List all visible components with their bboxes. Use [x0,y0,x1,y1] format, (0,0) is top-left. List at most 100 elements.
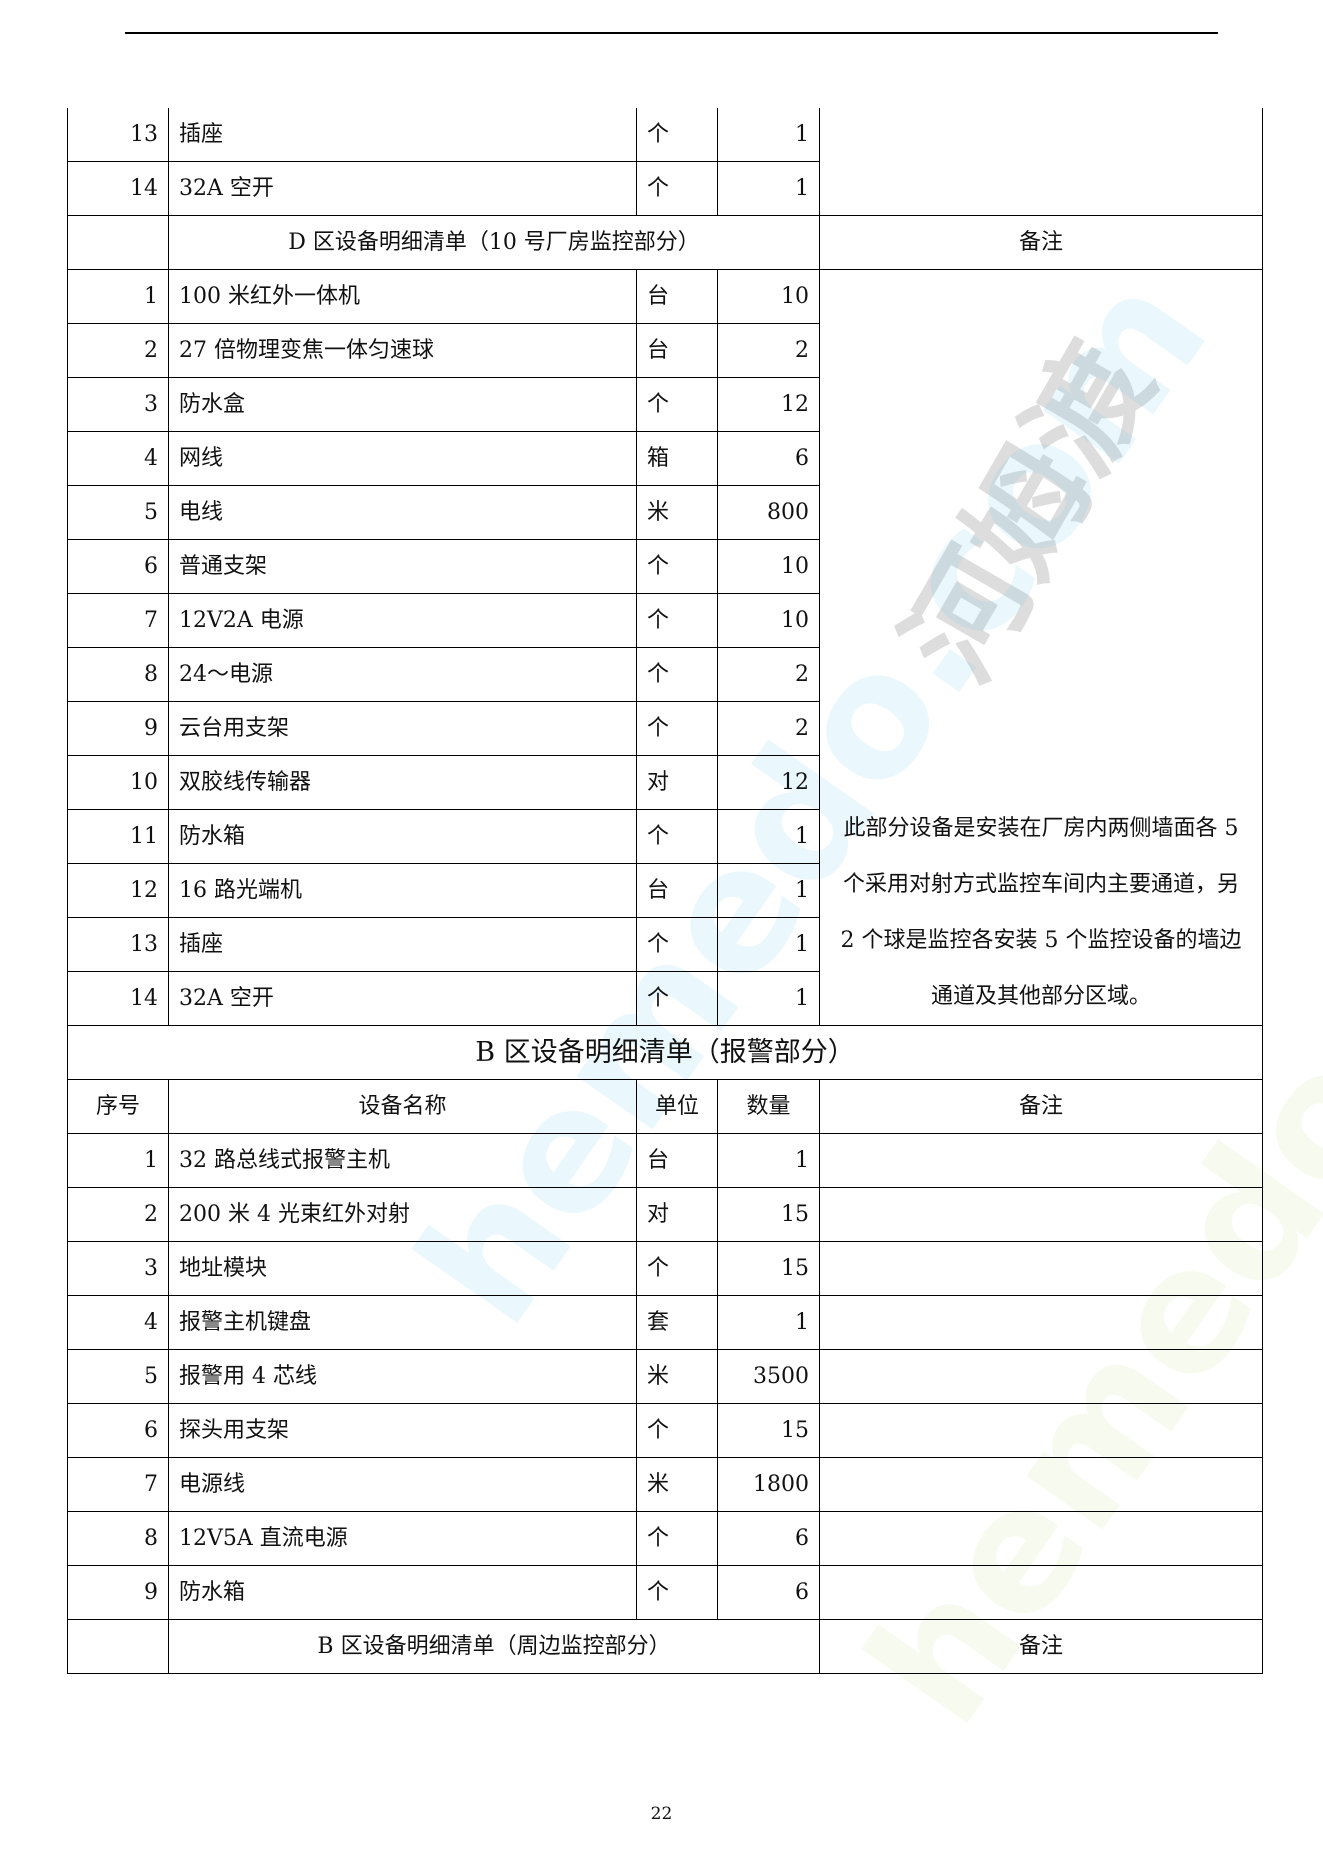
unit: 套 [636,1295,718,1350]
equipment-name: 27 倍物理变焦一体匀速球 [168,323,637,378]
row-number: 2 [67,323,169,378]
quantity: 15 [717,1403,820,1458]
table-row: 3 防水盒个 12 [67,377,1263,432]
quantity: 10 [717,269,820,324]
quantity: 10 [717,539,820,594]
quantity: 3500 [717,1349,820,1404]
row-number: 9 [67,701,169,756]
row-number: 14 [67,971,169,1026]
table-row: 4 网线箱 6 [67,431,1263,486]
unit: 个 [636,809,718,864]
equipment-name: 报警主机键盘 [168,1295,637,1350]
row-number: 3 [67,377,169,432]
equipment-name: 探头用支架 [168,1403,637,1458]
table-row: 8 24～电源个 2 [67,647,1263,702]
quantity: 12 [717,377,820,432]
row-number: 6 [67,539,169,594]
section-title: B 区设备明细清单（周边监控部分） [168,1619,820,1674]
quantity: 12 [717,755,820,810]
table-row: 14 32A 空开个 1 [67,161,1263,216]
section-title-row: B 区设备明细清单（报警部分） [67,1025,1263,1080]
equipment-name: 16 路光端机 [168,863,637,918]
table-row: 8 12V5A 直流电源个 6 [67,1511,1263,1566]
header-number: 序号 [67,1079,169,1134]
header-quantity: 数量 [717,1079,820,1134]
row-number: 5 [67,485,169,540]
equipment-name: 插座 [168,917,637,972]
row-number: 5 [67,1349,169,1404]
table-row: 7 电源线米 1800 [67,1457,1263,1512]
unit: 个 [636,108,718,162]
equipment-name: 电源线 [168,1457,637,1512]
unit: 个 [636,1511,718,1566]
equipment-name: 12V2A 电源 [168,593,637,648]
unit: 对 [636,1187,718,1242]
unit: 个 [636,701,718,756]
unit: 个 [636,593,718,648]
unit: 个 [636,917,718,972]
unit: 台 [636,323,718,378]
remark-header: 备注 [819,215,1263,270]
remark-header: 备注 [819,1619,1263,1674]
equipment-name: 24～电源 [168,647,637,702]
row-number: 1 [67,269,169,324]
row-number: 9 [67,1565,169,1620]
table-row: 9 云台用支架个 2 [67,701,1263,756]
remark-cell [819,1457,1263,1512]
empty-cell [67,215,169,270]
table-row: 13 插座个 1 [67,917,1263,972]
remark-cell [819,1295,1263,1350]
remark-cell [819,1403,1263,1458]
table-row: 1 32 路总线式报警主机台 1 [67,1133,1263,1188]
equipment-name: 插座 [168,108,637,162]
equipment-name: 网线 [168,431,637,486]
quantity: 1800 [717,1457,820,1512]
row-number: 10 [67,755,169,810]
unit: 个 [636,539,718,594]
empty-cell [67,1619,169,1674]
table-row: 6 探头用支架个 15 [67,1403,1263,1458]
quantity: 2 [717,647,820,702]
unit: 米 [636,1457,718,1512]
remark-cell [819,1511,1263,1566]
table-row: 7 12V2A 电源个 10 [67,593,1263,648]
remark-cell [819,1241,1263,1296]
remark-cell [819,1133,1263,1188]
unit: 个 [636,1403,718,1458]
row-number: 7 [67,1457,169,1512]
equipment-name: 地址模块 [168,1241,637,1296]
row-number: 3 [67,1241,169,1296]
remark-cell: 此部分设备是安装在厂房内两侧墙面各 5 个采用对射方式监控车间内主要通道，另 2… [819,269,1263,1026]
quantity: 1 [717,809,820,864]
unit: 台 [636,863,718,918]
section-header-row: B 区设备明细清单（周边监控部分） 备注 [67,1619,1263,1674]
table-row: 4 报警主机键盘套 1 [67,1295,1263,1350]
row-number: 7 [67,593,169,648]
quantity: 2 [717,701,820,756]
equipment-name: 报警用 4 芯线 [168,1349,637,1404]
row-number: 13 [67,917,169,972]
table-row: 10 双胶线传输器对 12 [67,755,1263,810]
table-row: 2 27 倍物理变焦一体匀速球台 2 [67,323,1263,378]
page-number: 22 [650,1804,673,1824]
header-unit: 单位 [636,1079,718,1134]
equipment-name: 双胶线传输器 [168,755,637,810]
quantity: 10 [717,593,820,648]
quantity: 15 [717,1187,820,1242]
equipment-name: 普通支架 [168,539,637,594]
equipment-name: 32A 空开 [168,971,637,1026]
equipment-name: 防水箱 [168,1565,637,1620]
row-number: 6 [67,1403,169,1458]
equipment-name: 防水盒 [168,377,637,432]
header-name: 设备名称 [168,1079,637,1134]
quantity: 2 [717,323,820,378]
unit: 个 [636,161,718,216]
equipment-name: 200 米 4 光束红外对射 [168,1187,637,1242]
equipment-name: 100 米红外一体机 [168,269,637,324]
unit: 对 [636,755,718,810]
row-number: 11 [67,809,169,864]
unit: 台 [636,269,718,324]
equipment-name: 12V5A 直流电源 [168,1511,637,1566]
row-number: 12 [67,863,169,918]
quantity: 6 [717,1511,820,1566]
